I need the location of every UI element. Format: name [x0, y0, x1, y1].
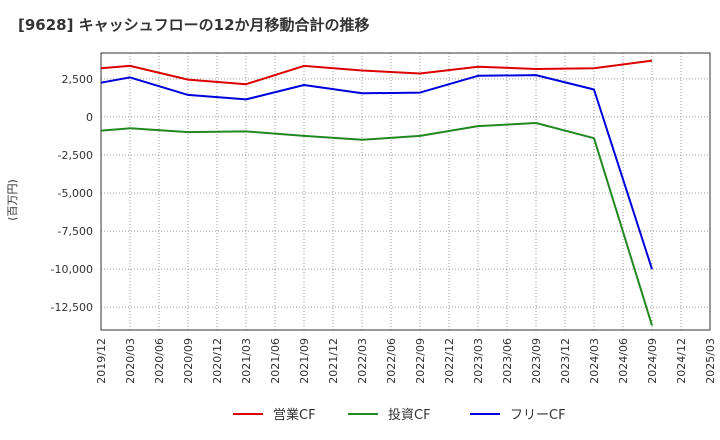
x-tick-label: 2022/09: [414, 338, 427, 384]
x-tick-label: 2023/06: [501, 338, 514, 384]
plot-frame: [100, 52, 711, 331]
x-tick-label: 2020/06: [153, 338, 166, 384]
x-tick-label: 2025/03: [704, 338, 717, 384]
x-tick-label: 2024/12: [675, 338, 688, 384]
x-tick-label: 2021/09: [298, 338, 311, 384]
chart-title: [9628] キャッシュフローの12か月移動合計の推移: [18, 16, 370, 34]
x-tick-label: 2020/03: [124, 338, 137, 384]
legend-label: 投資CF: [388, 407, 431, 423]
x-tick-label: 2023/09: [530, 338, 543, 384]
series-line-フリーCF: [100, 74, 653, 270]
x-tick-label: 2022/03: [356, 338, 369, 384]
series-line-営業CF: [100, 59, 653, 86]
grid-lines: [100, 53, 711, 330]
y-axis-label: (百万円): [6, 179, 19, 221]
y-axis-ticks: 2,500 0 -2,500 -5,000 -7,500 -10,000 -12,500: [51, 73, 93, 314]
legend: 営業CF 投資CF フリーCF: [233, 407, 566, 423]
series-line-投資CF: [100, 122, 653, 326]
x-tick-label: 2022/12: [443, 338, 456, 384]
x-tick-label: 2024/03: [588, 338, 601, 384]
x-tick-label: 2020/09: [182, 338, 195, 384]
y-tick-label: -2,500: [58, 149, 93, 162]
x-tick-label: 2024/06: [617, 338, 630, 384]
legend-label: フリーCF: [510, 408, 566, 423]
x-tick-label: 2019/12: [95, 338, 108, 384]
y-tick-label: -12,500: [51, 301, 93, 314]
x-tick-label: 2021/06: [269, 338, 282, 384]
legend-label: 営業CF: [273, 407, 316, 423]
y-tick-label: -7,500: [58, 225, 93, 238]
x-tick-label: 2022/06: [385, 338, 398, 384]
y-tick-label: 0: [86, 111, 93, 124]
y-tick-label: -5,000: [58, 187, 93, 200]
x-tick-label: 2020/12: [211, 338, 224, 384]
y-tick-label: 2,500: [62, 73, 94, 86]
x-axis-ticks: 2019/12 2020/03 2020/06 2020/09 2020/12 2021/…: [95, 338, 717, 384]
x-tick-label: 2024/09: [646, 338, 659, 384]
x-tick-label: 2021/12: [327, 338, 340, 384]
x-tick-label: 2023/03: [472, 338, 485, 384]
x-tick-label: 2023/12: [559, 338, 572, 384]
series-lines: [100, 59, 653, 326]
x-tick-label: 2021/03: [240, 338, 253, 384]
y-tick-label: -10,000: [51, 263, 93, 276]
